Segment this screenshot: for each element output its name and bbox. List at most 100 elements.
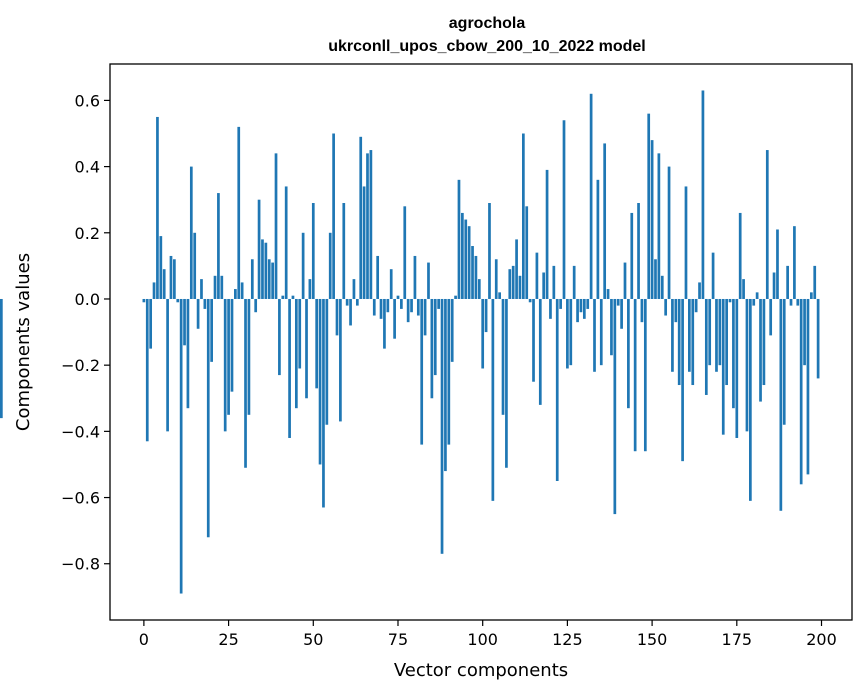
bar-component-145 <box>633 298 637 452</box>
x-tick-label: 150 <box>637 630 668 649</box>
x-tick-label: 200 <box>806 630 837 649</box>
bars-group <box>0 90 820 594</box>
bar-component-155 <box>667 166 671 299</box>
bar-component-112 <box>522 133 525 299</box>
x-tick-label: 50 <box>303 630 323 649</box>
bar-component-55 <box>328 232 332 299</box>
bar-component-9 <box>173 259 176 299</box>
bar-component-80 <box>413 255 417 299</box>
bar-component-48 <box>305 298 308 399</box>
bar-component-120 <box>549 298 552 319</box>
bar-component-53 <box>322 298 325 508</box>
bar-component-31 <box>247 298 251 415</box>
chart-subtitle: ukrconll_upos_cbow_200_10_2022 model <box>328 38 645 55</box>
bar-component-175 <box>735 298 739 438</box>
bar-component-92 <box>454 295 457 299</box>
bar-component-178 <box>745 298 749 432</box>
bar-component-34 <box>257 199 261 299</box>
y-axis-ticks: −0.8 −0.6 −0.4 −0.2 0.0 0.2 0.4 0.6 <box>61 91 110 574</box>
bar-component-45 <box>294 298 298 409</box>
bar-component-141 <box>620 298 623 329</box>
bar-component-157 <box>674 298 678 323</box>
bar-component-160 <box>684 186 688 299</box>
bar-component-192 <box>793 226 796 299</box>
bar-component-138 <box>610 298 613 356</box>
y-tick-label: 0.2 <box>75 224 100 243</box>
bar-component-114 <box>528 298 532 303</box>
bar-component-60 <box>345 298 349 306</box>
bar-component-124 <box>562 120 566 299</box>
bar-component-136 <box>603 143 607 299</box>
bar-component-38 <box>271 262 274 299</box>
bar-component-156 <box>671 298 674 372</box>
y-tick-label: 0.6 <box>75 91 100 110</box>
bar-component-194 <box>799 298 803 485</box>
bar-component-20 <box>210 298 213 362</box>
x-tick-label: 75 <box>388 630 408 649</box>
bar-component-158 <box>677 298 681 386</box>
bar-component-119 <box>545 169 549 299</box>
bar-component-29 <box>240 282 244 299</box>
bar-component-126 <box>569 298 573 366</box>
bar-component-154 <box>664 298 668 316</box>
x-axis-ticks: 0 25 50 75 100 125 150 175 200 <box>139 620 837 649</box>
x-tick-label: 125 <box>552 630 583 649</box>
bar-component-191 <box>789 298 793 306</box>
bar-component-1 <box>145 298 149 442</box>
bar-component-72 <box>386 298 390 313</box>
y-tick-label: −0.6 <box>61 489 100 508</box>
bar-component-97 <box>471 246 474 299</box>
y-tick-label: −0.8 <box>61 555 100 574</box>
bar-component-183 <box>762 298 766 386</box>
bar-component-14 <box>189 166 193 299</box>
bar-component-190 <box>786 265 789 299</box>
bar-component-65 <box>362 186 366 299</box>
bar-component-76 <box>400 298 403 309</box>
bar-component-127 <box>572 265 576 299</box>
bar-component-185 <box>769 298 773 336</box>
bar-component-148 <box>643 298 647 452</box>
bar-component-121 <box>552 265 556 299</box>
bar-component-78 <box>406 298 410 323</box>
bar-component-101 <box>484 298 488 333</box>
bar-component-143 <box>627 298 630 409</box>
x-tick-label: 0 <box>139 630 149 649</box>
bar-component-35 <box>261 239 264 299</box>
bar-component-84 <box>427 262 430 299</box>
bar-component-186 <box>772 272 776 299</box>
bar-component-49 <box>308 279 312 299</box>
bar-component-134 <box>596 179 600 299</box>
bar-component-173 <box>728 298 732 303</box>
bar-component-27 <box>234 289 237 299</box>
bar-component-66 <box>366 153 369 299</box>
bar-component-90 <box>447 298 451 445</box>
bar-component-125 <box>566 298 569 369</box>
bar-component-106 <box>501 298 505 415</box>
bar-component-111 <box>518 275 522 299</box>
bar-component-23 <box>220 275 224 299</box>
bar-component-100 <box>481 298 485 369</box>
bar-component-24 <box>223 298 227 432</box>
y-tick-label: 0.4 <box>75 158 100 177</box>
bar-component-94 <box>461 212 464 299</box>
bar-component-176 <box>738 212 742 299</box>
bar-component-69 <box>376 255 380 299</box>
chart-title: agrochola <box>449 15 526 32</box>
bar-component-25 <box>227 298 230 415</box>
bar-component-39 <box>274 153 278 299</box>
bar-component-36 <box>264 242 268 299</box>
bar-component-59 <box>342 203 346 299</box>
bar-component-47 <box>301 232 305 299</box>
bar-component-70 <box>379 298 383 319</box>
bar-component-140 <box>616 298 620 306</box>
bar-component-123 <box>559 298 562 309</box>
bar-component-107 <box>505 298 508 468</box>
bar-component-52 <box>318 298 322 465</box>
bar-component-87 <box>437 298 440 309</box>
bar-component-197 <box>809 292 813 299</box>
bar-component-105 <box>498 292 501 299</box>
bar-component-50 <box>311 203 315 299</box>
bar-component-198 <box>813 265 817 299</box>
bar-component-117 <box>538 298 542 405</box>
bar-component-98 <box>474 255 478 299</box>
